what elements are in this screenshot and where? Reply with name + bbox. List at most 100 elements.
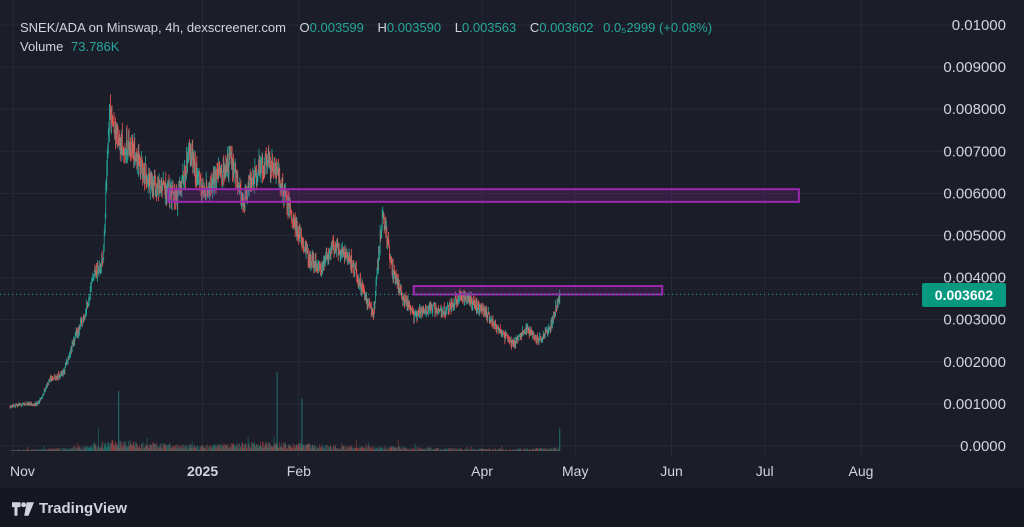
volume-bar bbox=[17, 449, 19, 451]
volume-bar bbox=[266, 445, 268, 451]
volume-bar bbox=[356, 449, 358, 451]
volume-bar bbox=[128, 445, 130, 451]
volume-bar bbox=[187, 444, 189, 451]
volume-bar bbox=[373, 448, 375, 451]
volume-bar bbox=[48, 449, 50, 451]
change-value: 0.0₅2999 (+0.08%) bbox=[603, 20, 713, 35]
volume-bar bbox=[462, 450, 464, 451]
volume-bar bbox=[490, 450, 492, 451]
symbol-title[interactable]: SNEK/ADA on Minswap, 4h, dexscreener.com bbox=[20, 20, 286, 35]
volume-bar bbox=[500, 449, 502, 451]
volume-bar bbox=[136, 442, 138, 451]
volume-bar bbox=[296, 443, 298, 451]
volume-bar bbox=[295, 444, 297, 451]
resistance-zone[interactable] bbox=[412, 285, 664, 296]
volume-bar bbox=[17, 449, 19, 451]
volume-bar bbox=[162, 449, 164, 451]
volume-bar bbox=[69, 447, 71, 451]
volume-bar bbox=[295, 448, 297, 451]
low-value: 0.003563 bbox=[462, 20, 517, 35]
volume-bar bbox=[420, 448, 422, 451]
volume-bar bbox=[167, 444, 169, 451]
volume-bar bbox=[472, 449, 474, 451]
volume-bar bbox=[232, 443, 233, 451]
x-tick-label: Jun bbox=[660, 463, 683, 479]
volume-bar bbox=[275, 443, 277, 451]
volume-bar bbox=[545, 448, 547, 451]
volume-bar bbox=[528, 449, 530, 451]
volume-bar bbox=[141, 443, 142, 451]
close-label: C bbox=[529, 20, 540, 35]
volume-label: Volume bbox=[20, 39, 64, 54]
volume-bar bbox=[325, 448, 327, 451]
volume-bar bbox=[341, 446, 343, 451]
volume-bar bbox=[112, 440, 113, 451]
volume-bar bbox=[368, 446, 370, 451]
volume-bar bbox=[334, 447, 335, 451]
volume-bar bbox=[38, 449, 40, 451]
volume-bar bbox=[177, 448, 179, 451]
volume-bar bbox=[529, 448, 531, 451]
volume-bar bbox=[342, 446, 344, 451]
volume-bar bbox=[370, 448, 372, 451]
resistance-zone[interactable] bbox=[167, 188, 800, 203]
volume-bar bbox=[354, 448, 356, 451]
volume-bar bbox=[411, 448, 413, 451]
volume-bar bbox=[53, 448, 54, 451]
volume-bar bbox=[181, 444, 183, 451]
volume-bar bbox=[492, 448, 493, 451]
volume-bar bbox=[58, 448, 60, 451]
volume-bar bbox=[434, 448, 435, 451]
volume-bar bbox=[60, 448, 62, 451]
volume-bar bbox=[105, 443, 107, 451]
volume-bar bbox=[412, 449, 414, 451]
volume-bar bbox=[267, 442, 269, 451]
volume-bar bbox=[181, 448, 183, 451]
y-tick-label: 0.007000 bbox=[943, 143, 1006, 160]
volume-bar bbox=[82, 449, 83, 451]
volume-bar bbox=[465, 448, 467, 451]
volume-bar bbox=[208, 448, 210, 451]
volume-bar bbox=[515, 449, 517, 451]
volume-bar bbox=[404, 446, 406, 451]
volume-bar bbox=[332, 449, 333, 451]
volume-bar bbox=[29, 450, 31, 451]
volume-bar bbox=[192, 449, 194, 451]
volume-bar bbox=[312, 444, 314, 451]
volume-bar bbox=[256, 444, 258, 451]
price-chart[interactable]: 0.01000 0.009000 0.008000 0.007000 0.006000 0… bbox=[0, 0, 1024, 488]
volume-bar bbox=[198, 449, 199, 451]
volume-bar bbox=[95, 444, 97, 451]
volume-bar bbox=[491, 449, 493, 451]
volume-bar bbox=[171, 448, 172, 451]
volume-bar bbox=[537, 448, 538, 451]
volume-bar bbox=[68, 450, 69, 451]
volume-bar bbox=[427, 449, 429, 451]
zones bbox=[167, 188, 800, 296]
volume-bar bbox=[356, 447, 358, 451]
volume-bar bbox=[184, 445, 185, 451]
footer: TradingView bbox=[0, 488, 1024, 527]
volume-bar bbox=[30, 450, 32, 451]
volume-bar bbox=[555, 449, 557, 451]
volume-bar bbox=[459, 448, 461, 451]
volume-bar bbox=[441, 450, 443, 451]
volume-bar bbox=[230, 443, 232, 451]
volume-bar bbox=[220, 444, 222, 451]
volume-bar bbox=[449, 448, 451, 451]
volume-bar bbox=[179, 445, 181, 451]
volume-bar bbox=[154, 443, 155, 451]
volume-bar bbox=[228, 448, 229, 451]
volume-bar bbox=[93, 442, 95, 451]
volume-bar bbox=[294, 445, 296, 451]
volume-bar bbox=[431, 448, 433, 451]
volume-bar bbox=[502, 450, 504, 451]
volume-bar bbox=[379, 446, 381, 451]
volume-bar bbox=[500, 449, 502, 451]
volume-bar bbox=[415, 449, 417, 451]
volume-bar bbox=[378, 449, 380, 451]
tradingview-logo[interactable]: TradingView bbox=[12, 500, 127, 517]
volume-bar bbox=[164, 443, 166, 451]
volume-bar bbox=[85, 445, 86, 451]
volume-bar bbox=[275, 443, 276, 451]
